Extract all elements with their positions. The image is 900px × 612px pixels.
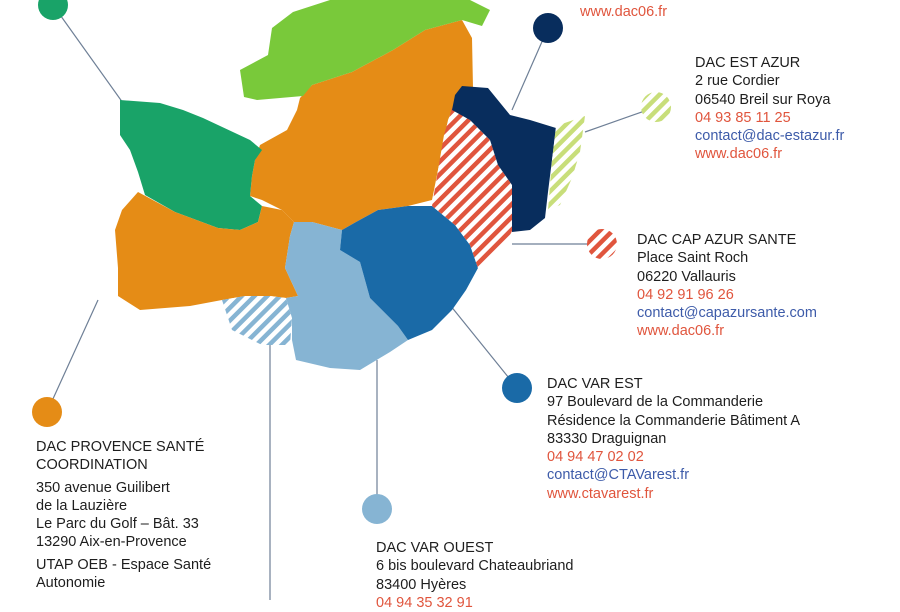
dac-var-ouest-name: DAC VAR OUEST xyxy=(376,540,494,556)
dac-provence-address4: 13290 Aix-en-Provence xyxy=(36,534,187,551)
dac-est-azur-web[interactable]: www.dac06.fr xyxy=(695,146,783,163)
dac-cap-azur-name: DAC CAP AZUR SANTE xyxy=(637,232,797,248)
region-est-azur xyxy=(452,86,556,232)
dac-est-azur-address2: 06540 Breil sur Roya xyxy=(695,91,831,108)
region-hautes-alpes xyxy=(240,0,490,100)
dac-var-est-address2: Résidence la Commanderie Bâtiment A xyxy=(547,412,801,429)
dac-provence-address3: Le Parc du Golf – Bât. 33 xyxy=(36,516,199,533)
dac-provence-address2: de la Lauzière xyxy=(36,497,128,514)
dac-var-est-email[interactable]: contact@CTAVarest.fr xyxy=(547,467,690,484)
marker-orange xyxy=(32,397,62,427)
dac-cap-azur-address1: Place Saint Roch xyxy=(637,250,749,267)
dac-provence-utap-line1: UTAP OEB - Espace Santé xyxy=(36,556,212,573)
dac-cap-azur-email[interactable]: contact@capazursante.com xyxy=(637,305,817,322)
dac-cap-azur-web[interactable]: www.dac06.fr xyxy=(637,323,725,340)
dac-var-est-address1: 97 Boulevard de la Commanderie xyxy=(547,394,764,411)
dac-var-ouest-block: DAC VAR OUEST 6 bis boulevard Chateaubri… xyxy=(376,539,574,612)
dac-var-est-web[interactable]: www.ctavarest.fr xyxy=(547,485,654,502)
dac-est-azur-name: DAC EST AZUR xyxy=(695,55,801,71)
dac-provence-name-line2: COORDINATION xyxy=(36,457,148,474)
marker-blue-light xyxy=(362,494,392,524)
marker-blue-mid xyxy=(502,373,532,403)
region-hatched-lime xyxy=(548,116,585,210)
region-var-ouest xyxy=(285,222,408,370)
top-partial-web[interactable]: www.dac06.fr xyxy=(580,4,668,20)
dac-est-azur-address1: 2 rue Cordier xyxy=(695,73,780,90)
marker-green-dark xyxy=(38,0,68,20)
dac-est-azur-email[interactable]: contact@dac-estazur.fr xyxy=(695,128,845,145)
region-var-est xyxy=(340,206,478,340)
region-bouches-du-rhone xyxy=(115,192,298,310)
region-cap-azur-sante xyxy=(432,108,515,268)
dac-var-est-name: DAC VAR EST xyxy=(547,376,643,392)
dac-provence-name-line1: DAC PROVENCE SANTÉ xyxy=(36,439,205,455)
dac-var-ouest-phone[interactable]: 04 94 35 32 91 xyxy=(376,594,473,611)
dac-var-est-address3: 83330 Draguignan xyxy=(547,430,667,447)
marker-hatched-red xyxy=(587,229,617,259)
dac-est-azur-phone[interactable]: 04 93 85 11 25 xyxy=(695,109,791,126)
dac-provence-utap-line2: Autonomie xyxy=(36,575,106,592)
dac-provence-block: DAC PROVENCE SANTÉ COORDINATION 350 aven… xyxy=(36,438,211,592)
dac-var-est-phone[interactable]: 04 94 47 02 02 xyxy=(547,449,644,466)
marker-navy xyxy=(533,13,563,43)
dac-cap-azur-address2: 06220 Vallauris xyxy=(637,268,736,285)
dac-est-azur-block: DAC EST AZUR 2 rue Cordier 06540 Breil s… xyxy=(695,54,844,164)
region-alpes-haute-provence xyxy=(250,20,473,230)
dac-cap-azur-phone[interactable]: 04 92 91 96 26 xyxy=(637,286,734,303)
top-partial-block: www.dac06.fr xyxy=(580,3,667,21)
dac-var-ouest-address2: 83400 Hyères xyxy=(376,576,467,593)
region-vaucluse xyxy=(120,100,262,230)
dac-cap-azur-block: DAC CAP AZUR SANTE Place Saint Roch 0622… xyxy=(637,231,817,341)
dac-var-est-block: DAC VAR EST 97 Boulevard de la Commander… xyxy=(547,375,800,503)
marker-hatched-lime xyxy=(641,92,671,122)
dac-provence-address1: 350 avenue Guilibert xyxy=(36,479,170,496)
dac-var-ouest-address1: 6 bis boulevard Chateaubriand xyxy=(376,558,574,575)
region-hatched-blue xyxy=(222,296,292,345)
